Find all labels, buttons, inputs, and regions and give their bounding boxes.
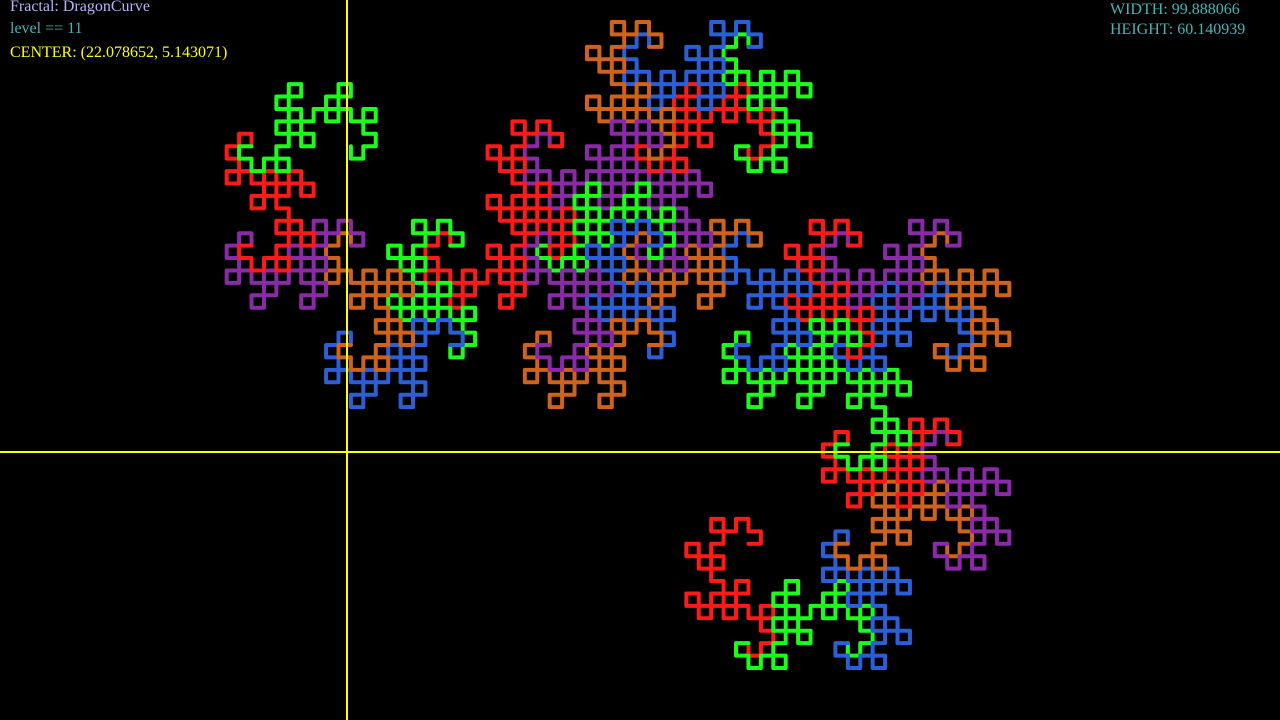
dragon-curve-segment bbox=[920, 429, 1012, 571]
dragon-curve-segment bbox=[535, 181, 676, 273]
dragon-curve-segment bbox=[820, 330, 912, 472]
dragon-curve-segment bbox=[622, 20, 763, 111]
height-label: HEIGHT: 60.140939 bbox=[1110, 21, 1246, 38]
dragon-curve-segment bbox=[721, 318, 863, 410]
dragon-curve-segment bbox=[237, 82, 378, 174]
dragon-curve bbox=[224, 20, 1012, 670]
center-label: CENTER: (22.078652, 5.143071) bbox=[10, 44, 228, 61]
dragon-curve-segment bbox=[734, 579, 875, 670]
dragon-curve-segment bbox=[522, 318, 664, 410]
dragon-curve-segment bbox=[485, 119, 577, 261]
dragon-curve-segment bbox=[920, 231, 1012, 372]
dragon-curve-segment bbox=[820, 417, 962, 509]
dragon-curve-segment bbox=[224, 218, 366, 310]
dragon-curve-segment bbox=[684, 516, 776, 658]
dragon-curve-segment bbox=[584, 20, 676, 161]
dragon-curve-segment bbox=[522, 231, 614, 372]
dragon-curve-segment bbox=[423, 218, 565, 310]
dragon-curve-segment bbox=[820, 529, 912, 670]
dragon-curve-segment bbox=[721, 32, 813, 174]
dragon-curve-segment bbox=[224, 131, 316, 273]
dragon-curve-segment bbox=[721, 231, 813, 372]
dragon-curve-segment bbox=[820, 218, 962, 310]
width-label: WIDTH: 99.888066 bbox=[1110, 1, 1240, 18]
dragon-curve-segment bbox=[622, 218, 763, 310]
dragon-curve-segment bbox=[324, 318, 465, 410]
level-label: level == 11 bbox=[10, 20, 83, 37]
dragon-curve-segment bbox=[622, 131, 714, 273]
fractal-name-label: Fractal: DragonCurve bbox=[10, 0, 150, 15]
dragon-curve-segment bbox=[324, 231, 416, 372]
